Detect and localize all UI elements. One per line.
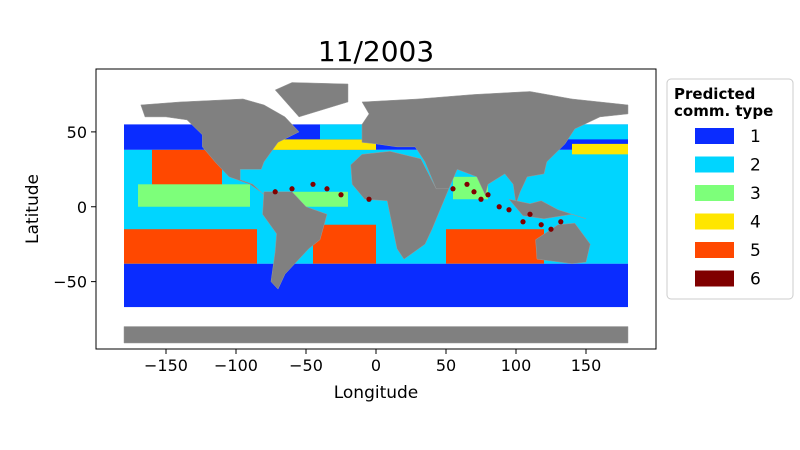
type6-patch xyxy=(478,196,484,202)
legend-swatch-5 xyxy=(695,242,734,258)
legend-title-line-2: comm. type xyxy=(674,102,773,120)
ocean-region xyxy=(292,191,348,207)
x-tick-label: 150 xyxy=(571,356,602,375)
type6-patch xyxy=(471,189,477,195)
type6-patch xyxy=(289,186,295,192)
ocean-region xyxy=(572,143,628,155)
legend-label-4: 4 xyxy=(750,213,761,233)
legend-label-5: 5 xyxy=(750,241,761,261)
x-tick-label: −50 xyxy=(289,356,323,375)
y-tick-label: 50 xyxy=(67,123,87,142)
land-mass xyxy=(361,91,629,204)
x-tick-label: 100 xyxy=(501,356,532,375)
land-mass xyxy=(262,191,328,290)
type6-patch xyxy=(548,226,554,232)
y-tick-label: −50 xyxy=(53,273,87,292)
x-axis: −150 −100 −50 0 50 100 150 xyxy=(144,349,601,375)
x-tick-label: 50 xyxy=(436,356,456,375)
type6-patch xyxy=(496,204,502,210)
land-layer xyxy=(123,82,629,344)
type6-patches-layer xyxy=(272,181,564,232)
legend-label-6: 6 xyxy=(750,270,761,290)
legend-label-3: 3 xyxy=(750,184,761,204)
ocean-region xyxy=(124,229,257,264)
legend-swatch-1 xyxy=(695,128,734,144)
legend-swatch-4 xyxy=(695,213,734,230)
legend-swatch-3 xyxy=(695,185,734,201)
type6-patch xyxy=(485,192,491,198)
x-tick-label: −100 xyxy=(214,356,258,375)
x-tick-label: −150 xyxy=(144,356,188,375)
x-axis-label: Longitude xyxy=(334,383,419,403)
y-axis-label: Latitude xyxy=(23,174,43,244)
ocean-region xyxy=(446,229,544,264)
type6-patch xyxy=(366,196,372,202)
type6-patch xyxy=(450,186,456,192)
land-mass xyxy=(350,151,450,260)
y-axis: −50 0 50 xyxy=(53,123,96,292)
land-mass xyxy=(140,98,300,197)
type6-patch xyxy=(538,222,544,228)
type6-patch xyxy=(310,181,316,187)
y-tick-label: 0 xyxy=(77,198,87,217)
type6-patch xyxy=(520,219,526,225)
land-mass xyxy=(535,222,591,264)
land-mass xyxy=(274,82,349,118)
ocean-region xyxy=(264,139,376,150)
ocean-region xyxy=(313,224,376,264)
legend-label-1: 1 xyxy=(750,127,761,147)
legend-swatch-2 xyxy=(695,156,734,173)
legend-swatch-6 xyxy=(695,270,734,287)
ocean-region xyxy=(138,184,250,207)
type6-patch xyxy=(527,211,533,217)
x-tick-label: 0 xyxy=(371,356,381,375)
type6-patch xyxy=(558,219,564,225)
ocean-region xyxy=(124,263,628,308)
legend: Predicted comm. type 1 2 3 4 5 6 xyxy=(666,78,794,300)
land-mass xyxy=(123,326,629,344)
type6-patch xyxy=(324,186,330,192)
chart-title: 11/2003 xyxy=(318,35,434,68)
type6-patch xyxy=(272,189,278,195)
legend-title-line-1: Predicted xyxy=(674,85,755,103)
type6-patch xyxy=(338,192,344,198)
plot-area xyxy=(95,68,657,350)
type6-patch xyxy=(506,207,512,213)
type6-patch xyxy=(464,181,470,187)
legend-label-2: 2 xyxy=(750,156,761,176)
